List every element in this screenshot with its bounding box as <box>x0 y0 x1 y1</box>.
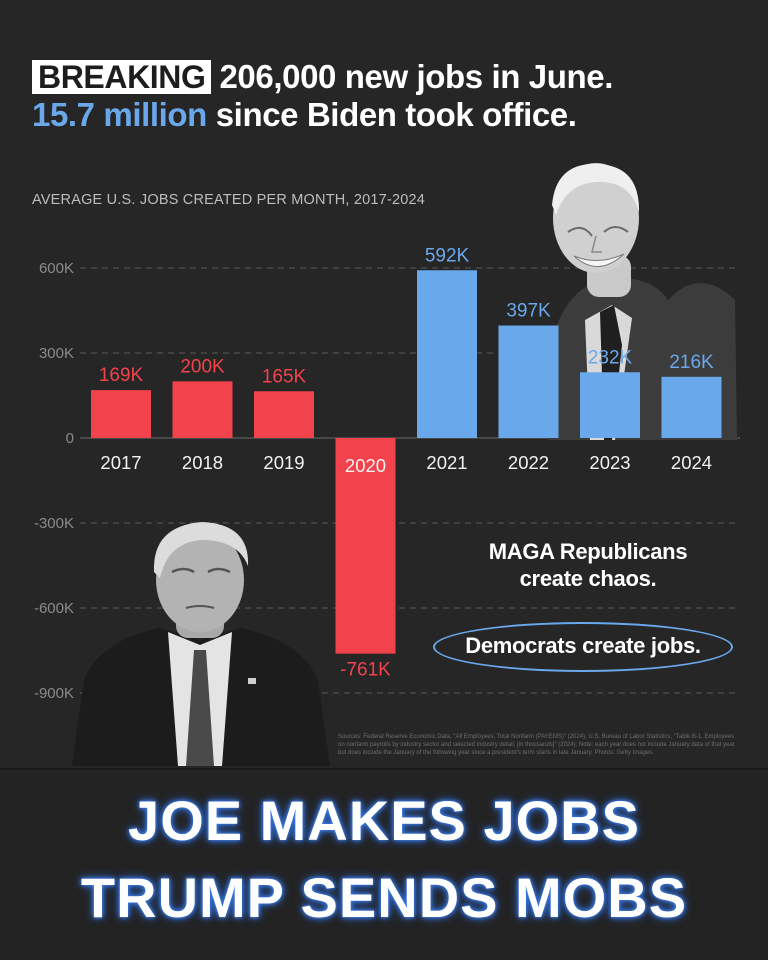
chart-panel: BREAKING 206,000 new jobs in June. 15.7 m… <box>0 58 768 770</box>
headline-total-text: since Biden took office. <box>215 96 577 133</box>
headline-jobs-text: 206,000 new jobs in June. <box>219 58 613 95</box>
bar-2024 <box>661 376 722 438</box>
x-label-2018: 2018 <box>182 452 223 473</box>
data-label-2019: 165K <box>262 366 307 387</box>
data-label-2017: 169K <box>99 365 144 386</box>
bar-2019 <box>254 391 314 438</box>
bar-chart: 600K 300K 0 -300K -600K -900K 169K 200K 165K -76… <box>34 163 740 766</box>
slogan-banner: JOE MAKES JOBS TRUMP SENDS MOBS <box>0 770 768 960</box>
data-label-2018: 200K <box>180 356 225 377</box>
x-label-2019: 2019 <box>263 452 304 473</box>
x-label-2020: 2020 <box>345 455 386 476</box>
chart-title: AVERAGE U.S. JOBS CREATED PER MONTH, 201… <box>32 192 426 208</box>
bar-2021 <box>417 270 477 438</box>
y-tick-label: 600K <box>39 260 74 277</box>
data-labels: 169K 200K 165K -761K 592K 397K 232K 216K <box>99 245 714 680</box>
sources-note: Sources: Federal Reserve Economic Data, … <box>338 734 735 756</box>
bars <box>91 270 722 654</box>
trump-photo <box>72 522 330 766</box>
slogan-line-1: JOE MAKES JOBS <box>128 789 640 852</box>
data-label-2020: -761K <box>340 660 391 681</box>
breaking-badge: BREAKING <box>32 60 212 94</box>
republicans-annotation: MAGA Republicans create chaos. <box>488 539 688 591</box>
democrats-oval <box>433 622 733 672</box>
headline: BREAKING 206,000 new jobs in June. 15.7 m… <box>32 58 613 134</box>
y-tick-label: -900K <box>34 685 74 702</box>
bar-2017 <box>91 390 151 438</box>
x-label-2023: 2023 <box>589 452 630 473</box>
x-label-2022: 2022 <box>508 452 549 473</box>
y-tick-label: 300K <box>39 345 74 362</box>
bar-2020 <box>335 438 396 654</box>
headline-line-2: 15.7 million since Biden took office. <box>32 96 613 134</box>
bar-2023 <box>580 372 640 438</box>
y-tick-label: -600K <box>34 600 74 617</box>
democrats-annotation: Democrats create jobs. <box>465 633 701 658</box>
slogan-line-2: TRUMP SENDS MOBS <box>80 866 688 929</box>
data-label-2022: 397K <box>506 301 551 322</box>
x-label-2021: 2021 <box>426 452 467 473</box>
y-tick-label: -300K <box>34 515 74 532</box>
bar-2018 <box>172 381 233 438</box>
y-tick-label: 0 <box>66 430 74 447</box>
data-label-2023: 232K <box>588 347 633 368</box>
x-label-2024: 2024 <box>671 452 712 473</box>
headline-total-highlight: 15.7 million <box>32 96 207 133</box>
headline-line-1: BREAKING 206,000 new jobs in June. <box>32 58 613 96</box>
x-axis-labels: 2017 2018 2019 2020 2021 2022 2023 2024 <box>100 452 712 476</box>
data-label-2024: 216K <box>669 352 714 373</box>
x-label-2017: 2017 <box>100 452 141 473</box>
bar-2022 <box>498 325 559 438</box>
y-axis-ticks: 600K 300K 0 -300K -600K -900K <box>34 260 74 702</box>
data-label-2021: 592K <box>425 245 470 266</box>
